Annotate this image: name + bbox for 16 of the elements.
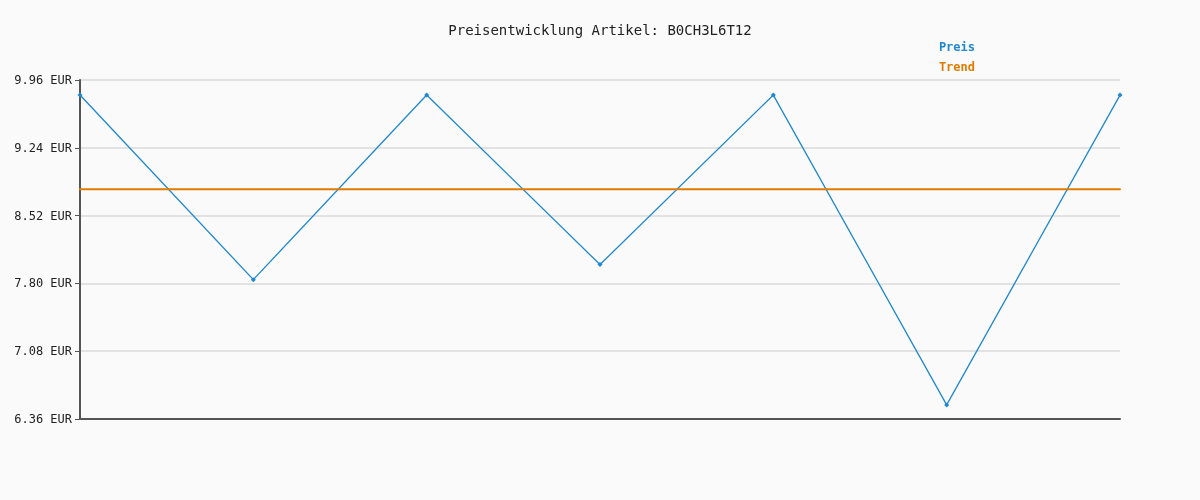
point xyxy=(597,262,603,268)
point xyxy=(424,92,430,98)
text: Preis xyxy=(938,40,975,54)
text: Trend xyxy=(938,60,975,74)
point xyxy=(77,92,83,98)
y-tick-label: 9.96 EUR xyxy=(14,73,73,87)
y-tick-label: 6.36 EUR xyxy=(14,412,73,426)
point xyxy=(770,92,776,98)
y-tick-label: 7.80 EUR xyxy=(14,276,73,291)
point xyxy=(1117,92,1123,98)
y-tick-label: 9.24 EUR xyxy=(14,140,73,155)
y-tick-label: 7.08 EUR xyxy=(14,344,73,359)
point xyxy=(944,402,950,408)
point xyxy=(250,277,256,283)
y-tick-label: 8.52 EUR xyxy=(14,208,73,223)
chart-title: Preisentwicklung Artikel: B0CH3L6T12 xyxy=(448,22,752,38)
